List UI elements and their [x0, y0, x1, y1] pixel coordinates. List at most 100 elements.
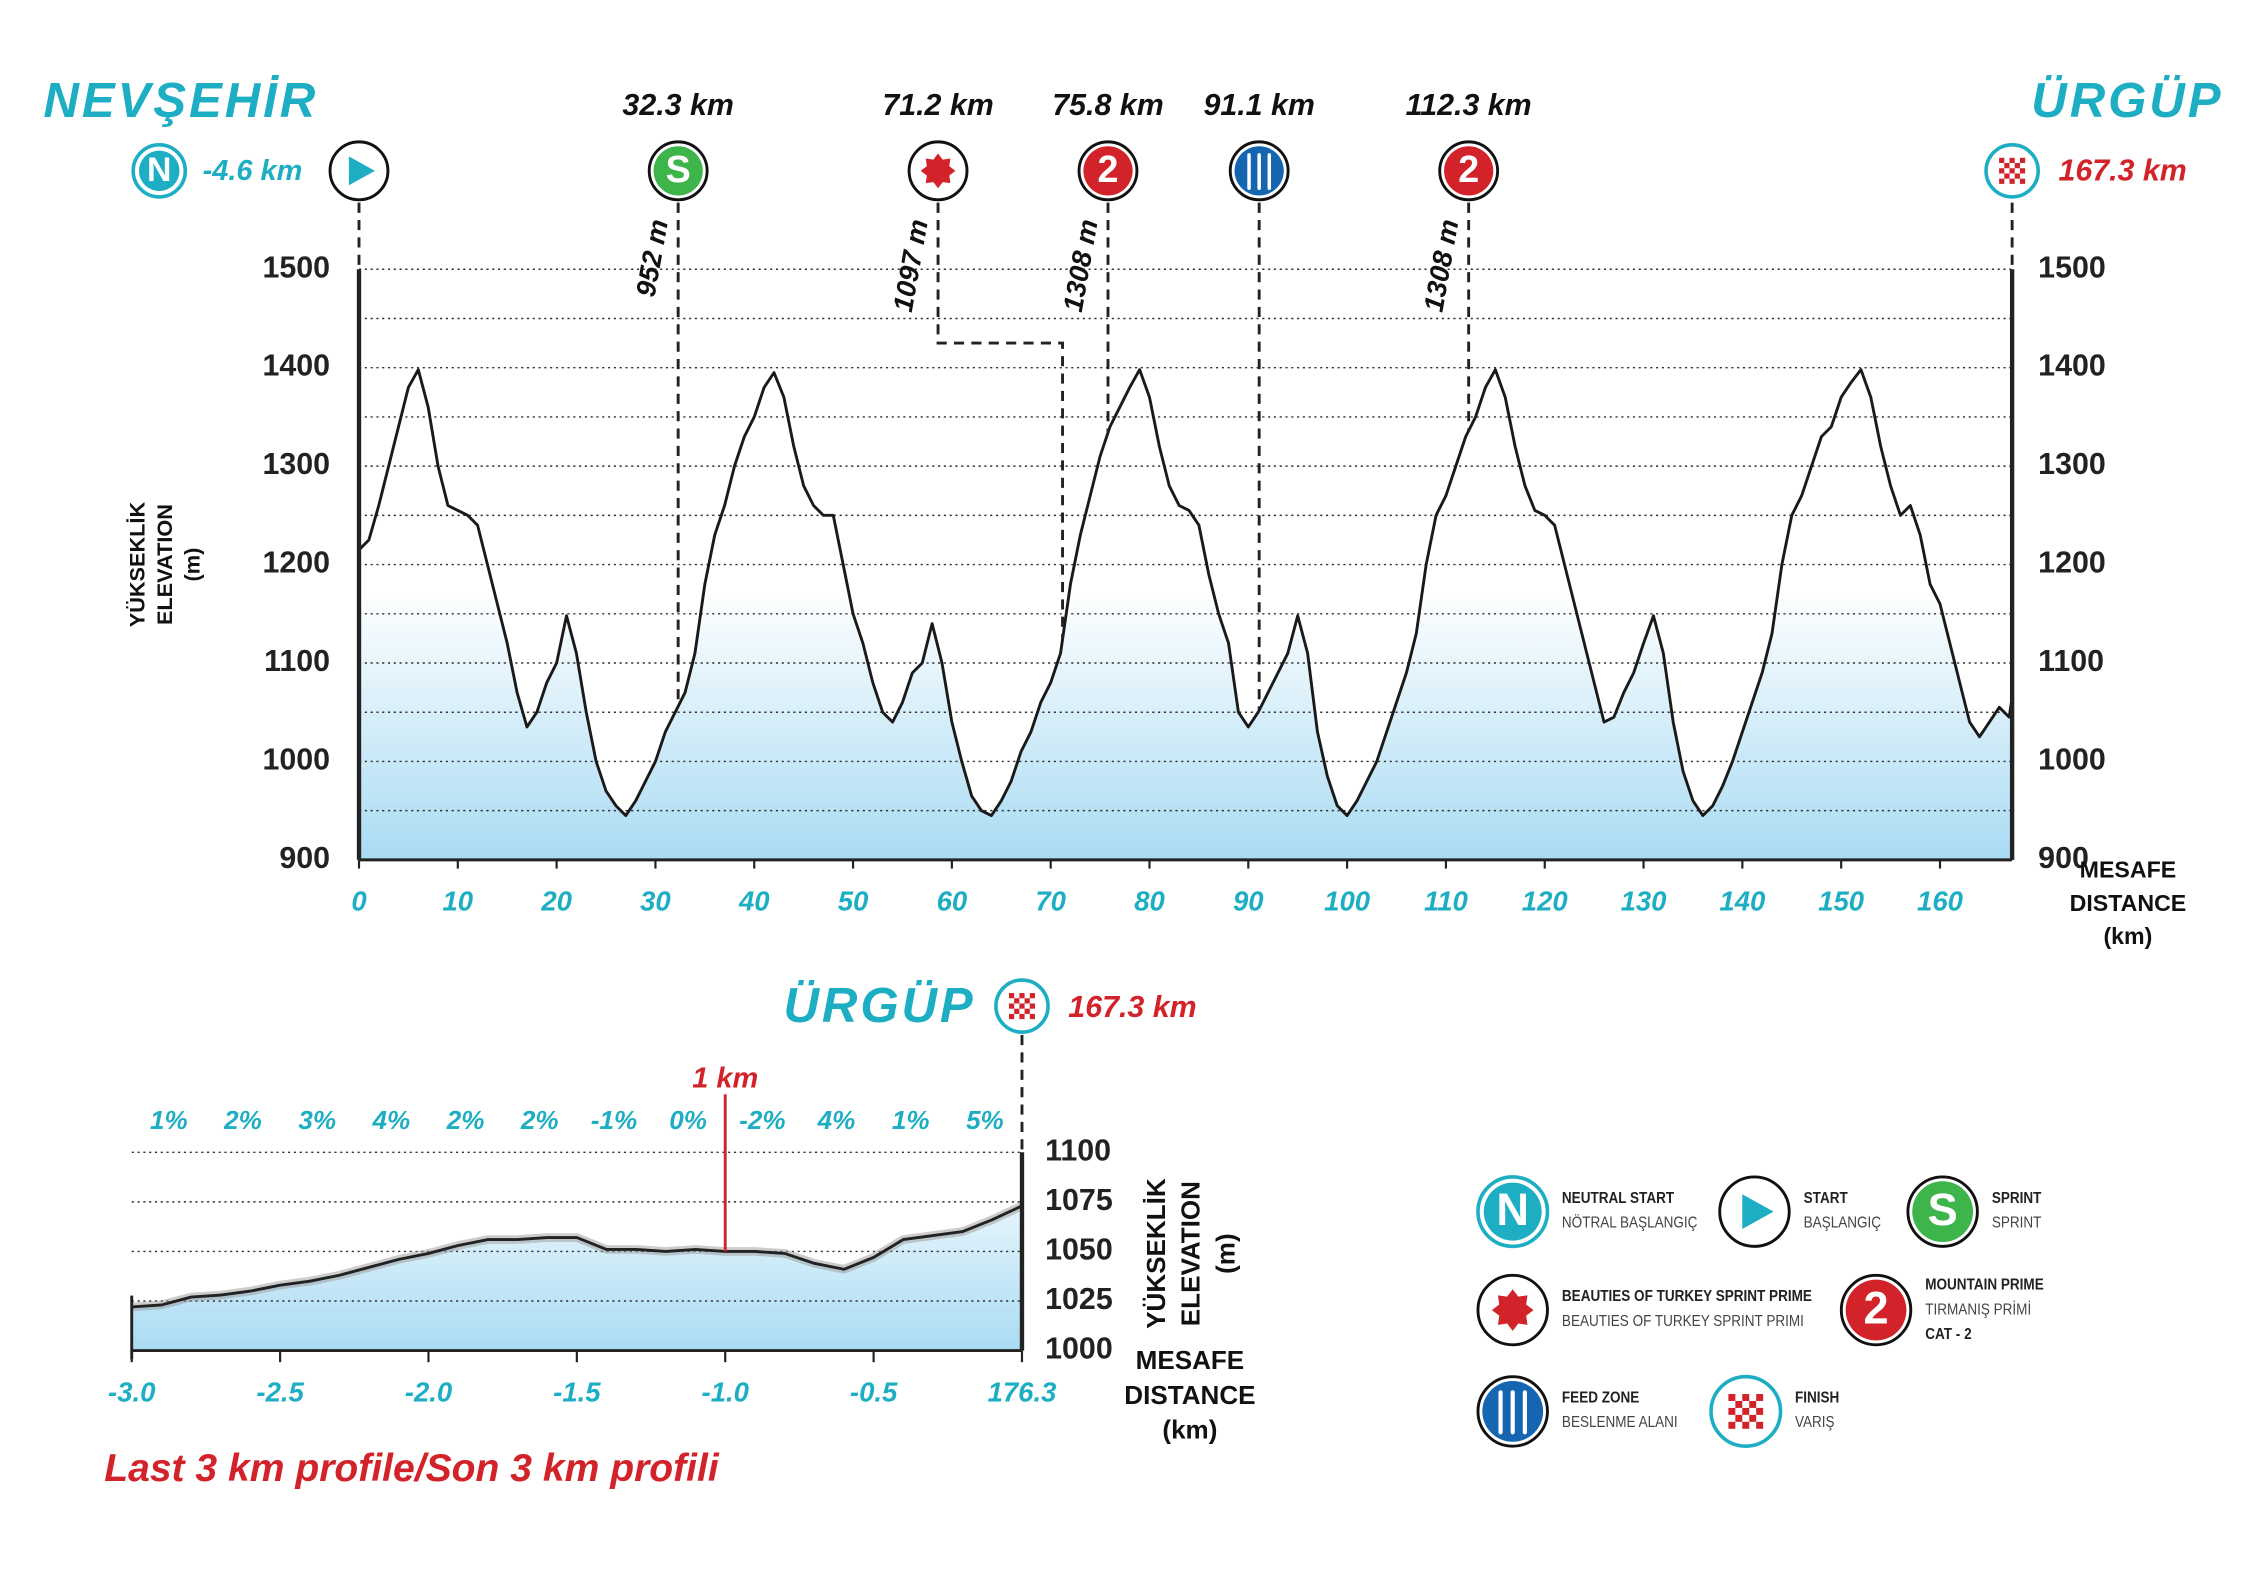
x-tick-label: 20 — [540, 886, 572, 917]
marker-elevation: 1308 m — [1418, 217, 1465, 314]
check — [1999, 168, 2005, 174]
check — [1728, 1394, 1736, 1401]
gradient-label: 4% — [372, 1105, 411, 1135]
y-tick-label: 1025 — [1045, 1282, 1113, 1316]
check — [1008, 1013, 1015, 1020]
start-place: NEVŞEHİR — [43, 73, 318, 128]
check — [1029, 1003, 1036, 1009]
check — [1999, 178, 2005, 184]
icon-play — [348, 156, 375, 186]
legend-subtitle: BAŞLANGIÇ — [1804, 1214, 1882, 1231]
legend-title: NEUTRAL START — [1562, 1190, 1674, 1207]
check — [1749, 1414, 1757, 1422]
x-tick-label: 100 — [1324, 886, 1371, 917]
legend-subtitle: NÖTRAL BAŞLANGIÇ — [1562, 1212, 1698, 1231]
check — [2019, 157, 2026, 164]
check — [1742, 1421, 1750, 1429]
check — [1024, 998, 1030, 1004]
km-marker-label: 1 km — [692, 1063, 758, 1095]
check — [1756, 1421, 1764, 1429]
icon-star — [920, 153, 956, 189]
icon-feed — [1228, 140, 1290, 202]
check — [1749, 1400, 1757, 1408]
check — [1029, 993, 1036, 999]
x-tick-label: -2.5 — [256, 1376, 304, 1407]
gradient-label: 1% — [150, 1105, 188, 1135]
icon-core — [1083, 146, 1133, 196]
legend-subtitle: SPRINT — [1992, 1214, 2042, 1231]
check — [1024, 1008, 1030, 1014]
icon-feed — [1476, 1375, 1549, 1448]
check — [1742, 1394, 1750, 1401]
y-axis-title: YÜKSEKLİK — [125, 502, 150, 628]
y-axis-title: ELEVATION — [152, 504, 177, 625]
icon-mountain: 2 — [1438, 140, 1500, 202]
icon-mountain: 2 — [1839, 1273, 1913, 1347]
icon-beauties — [1476, 1273, 1549, 1347]
x-axis-title: (km) — [1162, 1415, 1217, 1445]
x-tick-label: -0.5 — [850, 1376, 898, 1407]
marker-km: 32.3 km — [622, 88, 733, 122]
x-tick-label: 90 — [1233, 886, 1264, 917]
x-tick-label: 10 — [443, 886, 474, 917]
gradient-label: 0% — [669, 1105, 707, 1135]
x-tick-label: -3.0 — [108, 1376, 156, 1407]
check — [2009, 157, 2015, 164]
y-axis-title: ELEVATION — [1176, 1181, 1206, 1326]
icon-star — [1491, 1289, 1534, 1331]
x-tick-label: 80 — [1134, 886, 1165, 917]
gradient-label: 3% — [298, 1105, 336, 1135]
y-tick-label: 1200 — [262, 546, 330, 580]
icon-finish — [994, 978, 1050, 1034]
y-tick-label: 1100 — [1045, 1133, 1111, 1167]
gradient-label: 4% — [817, 1105, 856, 1135]
y-tick-label: 1000 — [1045, 1332, 1113, 1366]
x-axis-title: DISTANCE — [2070, 890, 2187, 916]
y-tick-label: 1500 — [2038, 250, 2106, 284]
elevation-line — [357, 368, 2014, 818]
y-tick-label: 1000 — [2038, 742, 2106, 776]
y-tick-label: 1100 — [2038, 644, 2104, 678]
y-tick-label: 1300 — [2038, 447, 2106, 481]
x-axis-title: MESAFE — [1136, 1345, 1245, 1375]
x-tick-label: 130 — [1621, 886, 1668, 917]
legend-title: SPRINT — [1992, 1190, 2042, 1207]
check — [1008, 1003, 1015, 1009]
y-tick-label: 1050 — [1045, 1232, 1113, 1266]
check — [2014, 163, 2020, 169]
gradient-label: 5% — [966, 1105, 1004, 1135]
finish-place: ÜRGÜP — [783, 978, 975, 1033]
marker-elevation: 1308 m — [1057, 217, 1104, 314]
check — [1014, 998, 1020, 1004]
marker-line — [936, 202, 1064, 640]
icon-letter: S — [1928, 1184, 1958, 1235]
icon-letter: 2 — [1863, 1282, 1888, 1333]
check — [2009, 168, 2015, 174]
y-axis-title: YÜKSEKLİK — [1141, 1178, 1171, 1329]
x-tick-label: 150 — [1818, 886, 1865, 917]
x-tick-label: 140 — [1719, 886, 1766, 917]
icon-mountain: 2 — [1077, 140, 1139, 202]
check — [1735, 1414, 1743, 1422]
y-tick-label: 1400 — [2038, 349, 2106, 383]
icon-neutral: N — [131, 142, 188, 199]
elevation-area — [358, 369, 2013, 860]
icon-sprint: S — [1906, 1175, 1979, 1248]
icon-beauties — [907, 140, 969, 202]
icon-core — [1483, 1182, 1542, 1241]
y-tick-label: 1075 — [1045, 1183, 1113, 1217]
icon-letter: N — [147, 151, 171, 189]
marker-km: 91.1 km — [1203, 88, 1314, 122]
icon-letter: N — [1496, 1184, 1529, 1235]
icon-letter: S — [666, 148, 691, 190]
x-tick-label: -1.5 — [553, 1376, 601, 1407]
gradient-label: -1% — [591, 1105, 637, 1135]
y-tick-label: 1200 — [2038, 546, 2106, 580]
legend-title: FEED ZONE — [1562, 1390, 1640, 1407]
legend-subtitle: BESLENME ALANI — [1562, 1414, 1678, 1431]
caption: Last 3 km profile/Son 3 km profili — [104, 1447, 720, 1490]
finish-place: ÜRGÜP — [2031, 73, 2223, 128]
icon-core — [1444, 146, 1494, 196]
x-tick-label: -2.0 — [405, 1376, 453, 1407]
x-tick-label: 120 — [1522, 886, 1569, 917]
